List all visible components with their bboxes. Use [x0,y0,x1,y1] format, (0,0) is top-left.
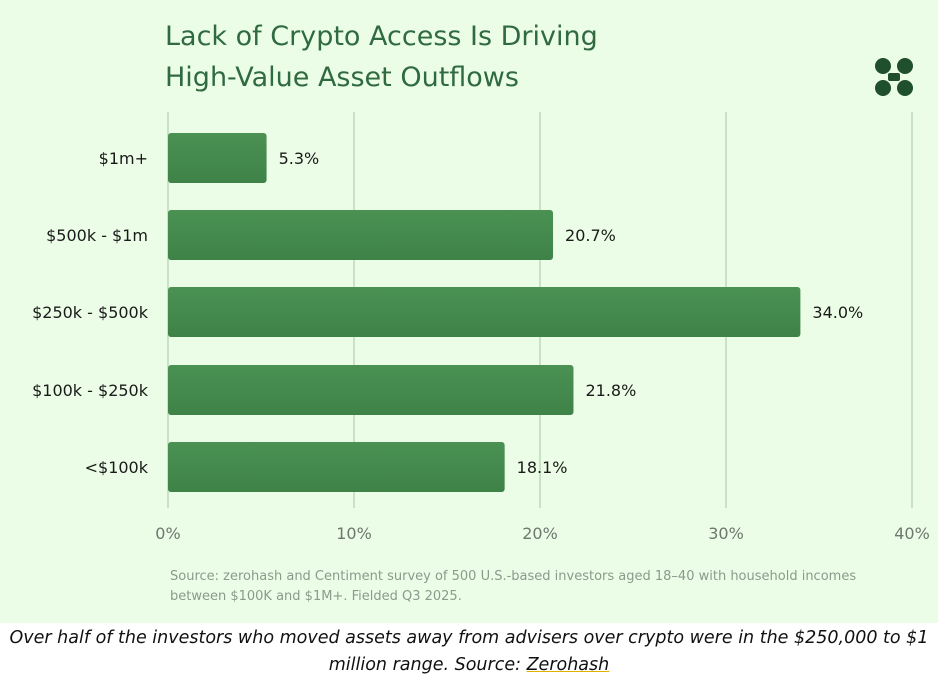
bars [168,133,801,492]
data-label: 34.0% [812,303,863,322]
bar [168,442,505,492]
x-tick-label: 20% [522,524,558,543]
source-link[interactable]: Zerohash [526,655,610,675]
data-label: 5.3% [279,149,320,168]
chart-title-line-2: High-Value Asset Outflows [165,62,519,93]
category-label: $1m+ [99,149,148,168]
x-tick-label: 30% [708,524,744,543]
bar [168,210,554,260]
chart-title-line-1: Lack of Crypto Access Is Driving [165,21,598,52]
data-label: 20.7% [565,226,616,245]
bar [168,287,801,337]
data-label: 18.1% [517,458,568,477]
x-tick-label: 40% [894,524,930,543]
figure-caption: Over half of the investors who moved ass… [0,625,938,679]
x-tick-label: 0% [155,524,180,543]
category-label: $100k - $250k [32,381,149,400]
zerohash-logo-icon [875,58,913,96]
x-tick-label: 10% [336,524,372,543]
category-label: $500k - $1m [46,226,148,245]
category-label: <$100k [85,458,149,477]
bar [168,133,267,183]
source-note: Source: zerohash and Centiment survey of… [170,569,857,604]
data-label: 21.8% [585,381,636,400]
category-label: $250k - $500k [32,303,149,322]
bar-chart: 0% 10% 20% 30% 40% $1m+ 5.3% $500k - $1m 20.7% $2… [32,112,930,543]
labels: 0% 10% 20% 30% 40% $1m+ 5.3% $500k - $1m 20.7% $2… [32,149,930,543]
chart-card: Lack of Crypto Access Is Driving High-Va… [0,0,938,623]
bar [168,365,574,415]
chart-title: Lack of Crypto Access Is Driving High-Va… [165,16,598,98]
caption-text: Over half of the investors who moved ass… [9,628,929,675]
